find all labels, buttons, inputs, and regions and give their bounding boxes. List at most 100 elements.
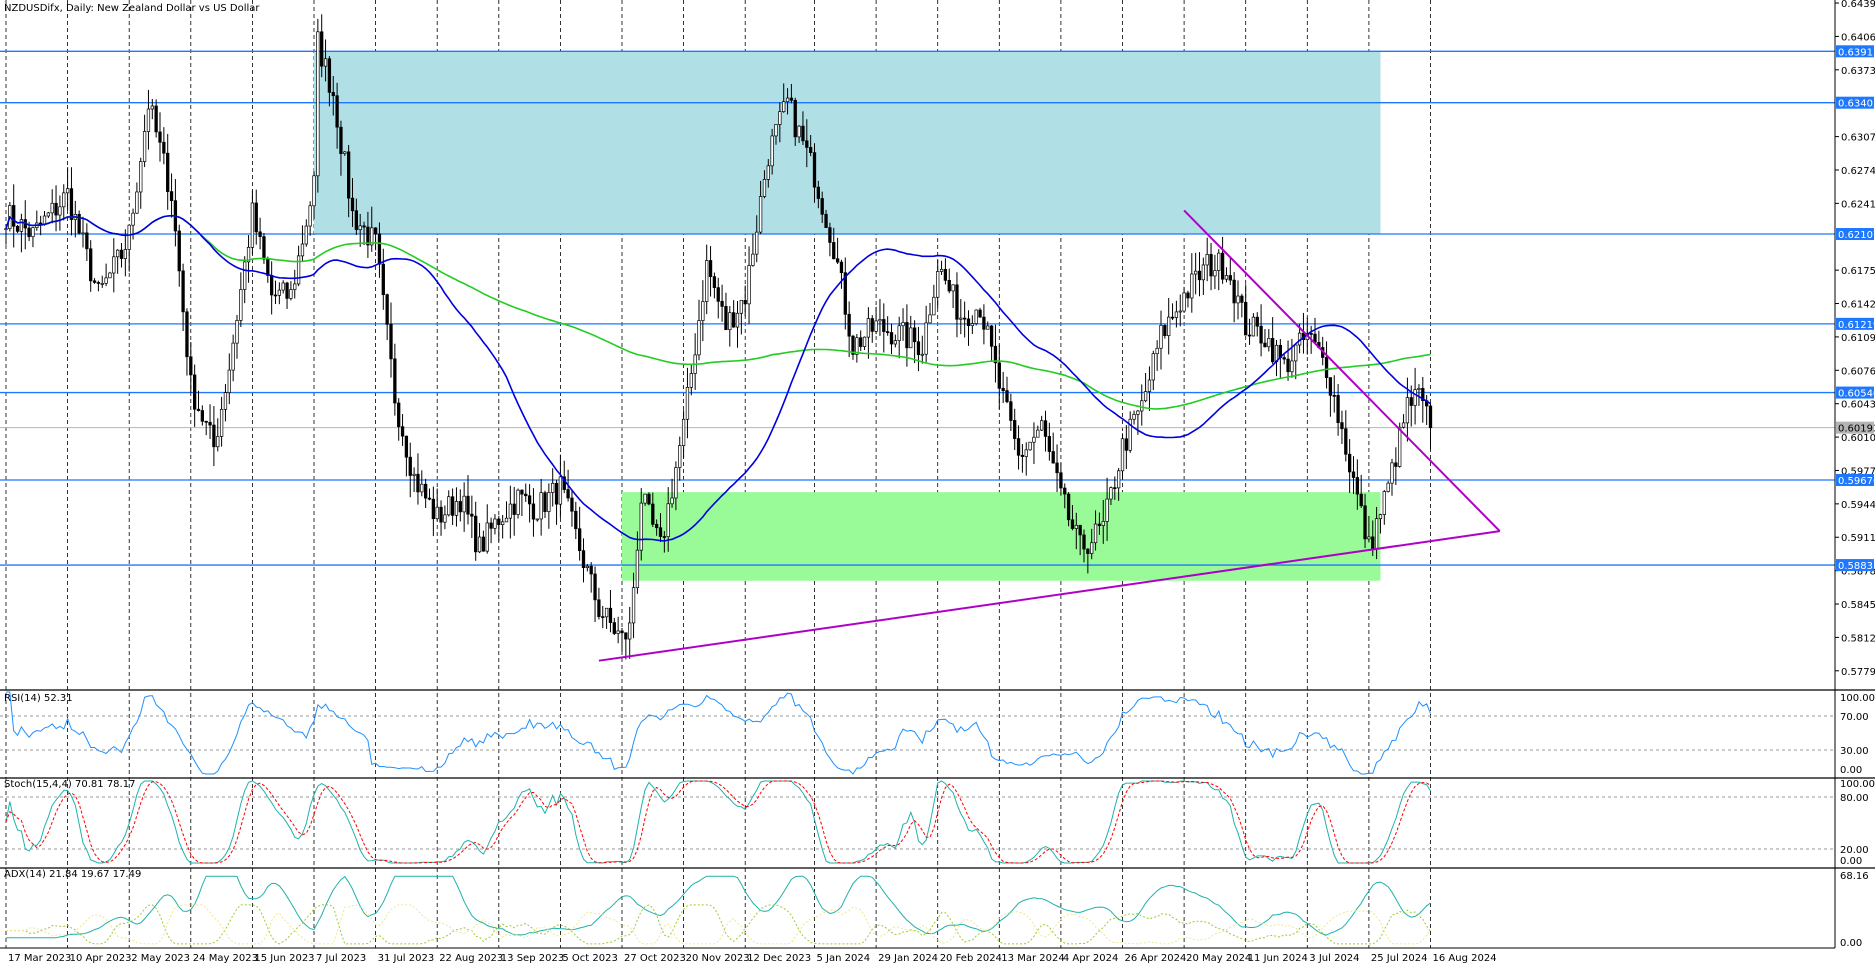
- time-label: 10 Apr 2023: [70, 953, 132, 964]
- candle-body: [1428, 405, 1433, 429]
- candle-body: [955, 284, 959, 320]
- candle-body: [1367, 536, 1371, 540]
- candle-body: [504, 517, 509, 523]
- candle-body: [65, 188, 70, 194]
- stoch-level-0: 0.00: [1840, 856, 1862, 867]
- candle-body: [820, 198, 824, 215]
- candle-body: [766, 165, 770, 180]
- candle-body: [412, 473, 416, 476]
- candle-body: [331, 92, 335, 97]
- candle-body: [27, 227, 31, 238]
- candle-body: [89, 248, 93, 282]
- zones: [314, 51, 1381, 581]
- candle-body: [824, 213, 828, 228]
- candle-body: [835, 258, 840, 263]
- level-badge: [1836, 386, 1874, 399]
- candle-body: [728, 312, 732, 331]
- candle-body: [200, 410, 205, 422]
- candle-body: [1124, 438, 1129, 451]
- candle-body: [936, 271, 940, 298]
- level-badge: [1836, 45, 1874, 58]
- rsi-level-100: 100.00: [1840, 693, 1875, 704]
- candle-body: [635, 549, 640, 589]
- time-label: 20 May 2024: [1186, 953, 1251, 964]
- candle-body: [304, 225, 308, 245]
- candle-body: [793, 99, 797, 138]
- candle-body: [1128, 418, 1132, 451]
- candle-body: [335, 95, 339, 128]
- candle-body: [1028, 441, 1032, 451]
- level-badge: [1836, 559, 1874, 572]
- candle-body: [1143, 391, 1148, 402]
- candle-body: [77, 213, 81, 234]
- candle-body: [115, 249, 120, 258]
- candle-body: [1390, 462, 1394, 484]
- candle-body: [1270, 338, 1275, 363]
- candle-body: [697, 320, 701, 356]
- candle-body: [562, 476, 566, 490]
- stoch-label: Stoch(15,4,4) 70.81 78.17: [4, 779, 135, 790]
- candle-body: [889, 332, 894, 345]
- candle-body: [966, 318, 971, 327]
- time-label: 5 Oct 2023: [562, 953, 617, 964]
- candle-body: [470, 513, 474, 517]
- candle-body: [577, 528, 582, 552]
- candle-body: [142, 131, 147, 162]
- candle-body: [427, 497, 432, 500]
- candle-body: [901, 322, 905, 327]
- candle-body: [1382, 491, 1386, 515]
- candle-body: [739, 299, 743, 314]
- candle-body: [758, 196, 763, 233]
- candle-body: [1374, 518, 1379, 550]
- adx-plus-di-line: [6, 904, 1431, 945]
- candle-body: [539, 492, 543, 520]
- candle-body: [959, 317, 963, 320]
- candle-body: [1336, 395, 1340, 423]
- candle-body: [1136, 410, 1140, 415]
- candle-body: [373, 227, 378, 235]
- candle-body: [666, 503, 670, 538]
- candle-body: [1244, 302, 1248, 336]
- candle-body: [254, 202, 258, 233]
- candle-body: [1401, 422, 1406, 428]
- trendline[interactable]: [1183, 209, 1501, 532]
- adx-main-line: [6, 875, 1431, 939]
- candle-body: [416, 473, 420, 493]
- candle-body: [139, 161, 143, 193]
- candle-body: [689, 373, 693, 388]
- candle-body: [385, 294, 389, 325]
- candle-body: [1324, 357, 1329, 378]
- candle-body: [951, 284, 955, 292]
- candle-body: [1232, 279, 1236, 304]
- candle-body: [508, 503, 512, 519]
- candle-body: [651, 503, 655, 525]
- candle-body: [1063, 487, 1067, 495]
- time-label: 16 Aug 2024: [1433, 953, 1497, 964]
- candle-body: [485, 522, 489, 552]
- candle-body: [1405, 397, 1410, 424]
- trendline[interactable]: [598, 530, 1500, 662]
- candle-body: [939, 269, 944, 272]
- candle-body: [1394, 462, 1398, 467]
- time-label: 11 Jun 2024: [1248, 953, 1308, 964]
- candle-body: [593, 573, 597, 601]
- candle-body: [1259, 325, 1263, 344]
- candle-body: [982, 316, 986, 330]
- candle-body: [639, 502, 643, 551]
- candle-body: [262, 236, 266, 260]
- candle-body: [216, 436, 220, 448]
- candle-body: [628, 622, 632, 640]
- candle-body: [366, 226, 370, 246]
- candle-body: [708, 260, 713, 277]
- candle-body: [1182, 292, 1186, 312]
- candle-body: [497, 518, 501, 525]
- candle-body: [897, 325, 901, 342]
- trendlines[interactable]: [598, 209, 1501, 662]
